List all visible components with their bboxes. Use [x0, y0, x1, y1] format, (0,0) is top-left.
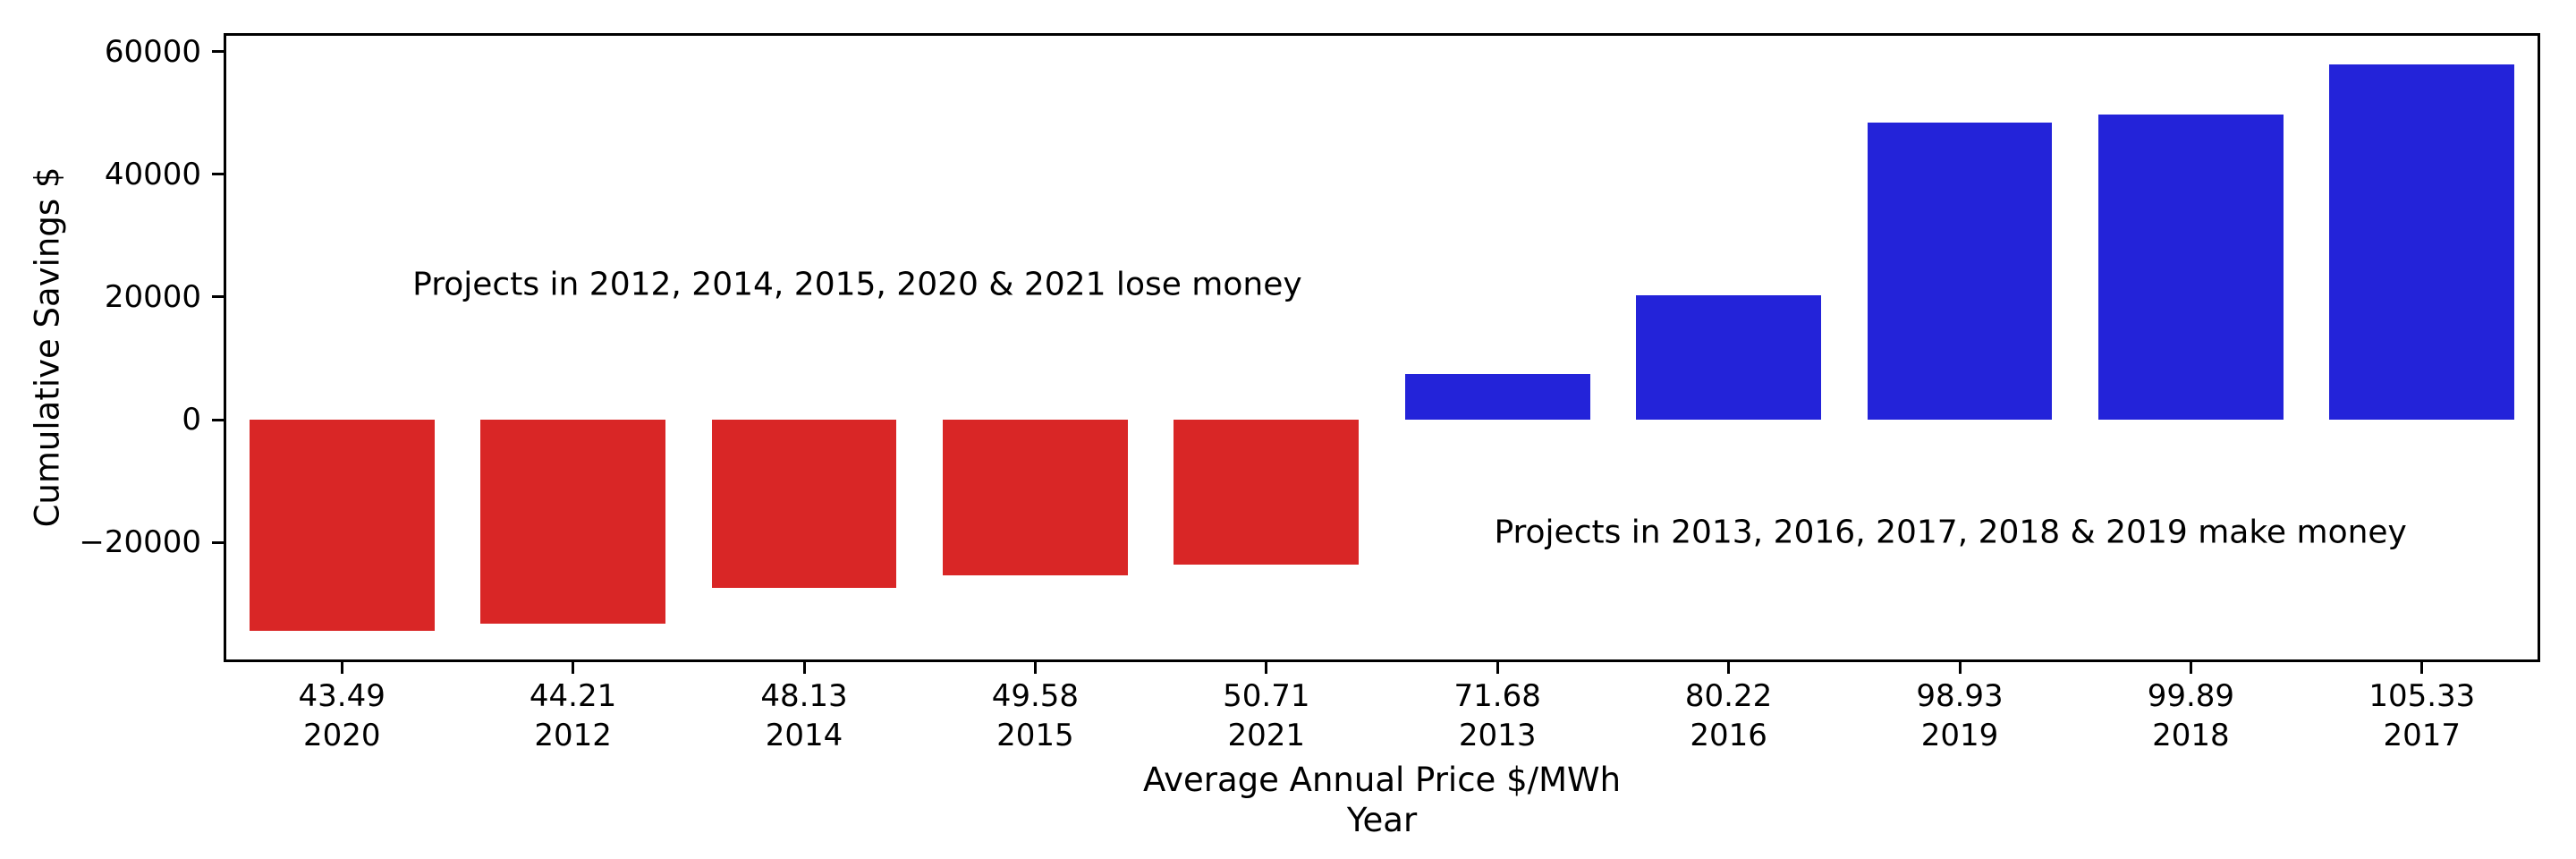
- y-axis-label: Cumulative Savings $: [28, 166, 67, 528]
- x-tick: [2420, 659, 2424, 674]
- x-tick-price: 98.93: [1916, 678, 2004, 714]
- x-tick-year: 2015: [996, 718, 1074, 753]
- bar-2016: [1636, 294, 1821, 421]
- x-tick-price: 44.21: [529, 678, 617, 714]
- y-tick-label: 60000: [104, 33, 201, 70]
- x-tick-year: 2016: [1690, 718, 1767, 753]
- y-tick-label: 40000: [104, 156, 201, 192]
- y-tick-label: 0: [182, 402, 201, 438]
- x-tick-price: 71.68: [1453, 678, 1541, 714]
- x-axis-label-year: Year: [1346, 801, 1418, 839]
- x-tick: [2189, 659, 2192, 674]
- x-tick-label: 48.13 2014: [661, 676, 947, 755]
- x-tick: [1033, 659, 1037, 674]
- x-tick-price: 43.49: [298, 678, 386, 714]
- x-tick-price: 50.71: [1223, 678, 1310, 714]
- bar-2019: [1867, 123, 2053, 421]
- bar-2021: [1174, 420, 1360, 566]
- x-tick-label: 105.33 2017: [2279, 676, 2565, 755]
- x-tick-label: 71.68 2013: [1354, 676, 1640, 755]
- x-tick-year: 2019: [1920, 718, 1999, 753]
- y-tick: [212, 295, 224, 299]
- x-tick-price: 105.33: [2368, 678, 2476, 714]
- y-tick-label: −20000: [79, 524, 201, 561]
- bar-2014: [711, 420, 897, 589]
- x-tick-label: 43.49 2020: [199, 676, 485, 755]
- x-tick-year: 2014: [765, 718, 843, 753]
- x-tick-price: 48.13: [760, 678, 848, 714]
- x-tick: [1496, 659, 1499, 674]
- x-tick: [1265, 659, 1268, 674]
- bar-2017: [2329, 64, 2515, 421]
- y-tick-label: 20000: [104, 278, 201, 315]
- x-tick: [1958, 659, 1962, 674]
- y-tick: [212, 50, 224, 54]
- bar-2015: [943, 420, 1128, 576]
- x-tick-label: 49.58 2015: [892, 676, 1178, 755]
- annotation-lose-money: Projects in 2012, 2014, 2015, 2020 & 202…: [412, 266, 1302, 303]
- x-tick-year: 2013: [1458, 718, 1537, 753]
- bar-2020: [249, 420, 435, 632]
- y-tick: [212, 540, 224, 544]
- x-tick-year: 2018: [2152, 718, 2230, 753]
- x-tick-label: 50.71 2021: [1123, 676, 1410, 755]
- x-tick-label: 98.93 2019: [1817, 676, 2103, 755]
- x-tick-year: 2020: [302, 718, 381, 753]
- x-tick-label: 80.22 2016: [1586, 676, 1872, 755]
- x-axis-label: Average Annual Price $/MWh Year: [1143, 760, 1621, 840]
- x-tick-year: 2021: [1227, 718, 1306, 753]
- x-tick-price: 99.89: [2147, 678, 2235, 714]
- y-tick: [212, 173, 224, 176]
- x-axis-label-price: Average Annual Price $/MWh: [1142, 761, 1622, 799]
- bar-2018: [2098, 115, 2284, 421]
- x-tick-label: 99.89 2018: [2047, 676, 2334, 755]
- y-tick: [212, 418, 224, 421]
- x-tick: [572, 659, 575, 674]
- x-tick: [340, 659, 343, 674]
- x-tick-price: 49.58: [991, 678, 1080, 714]
- x-tick: [802, 659, 806, 674]
- x-tick-year: 2012: [534, 718, 612, 753]
- x-tick: [1727, 659, 1731, 674]
- annotation-make-money: Projects in 2013, 2016, 2017, 2018 & 201…: [1494, 514, 2407, 551]
- x-tick-label: 44.21 2012: [430, 676, 716, 755]
- bar-2012: [480, 420, 665, 625]
- plot-area: 60000 40000 20000 0 −20000 43.49 2020 44.21 2012…: [79, 33, 2540, 753]
- x-tick-year: 2017: [2383, 718, 2462, 753]
- bar-2013: [1404, 374, 1590, 421]
- x-tick-price: 80.22: [1684, 678, 1773, 714]
